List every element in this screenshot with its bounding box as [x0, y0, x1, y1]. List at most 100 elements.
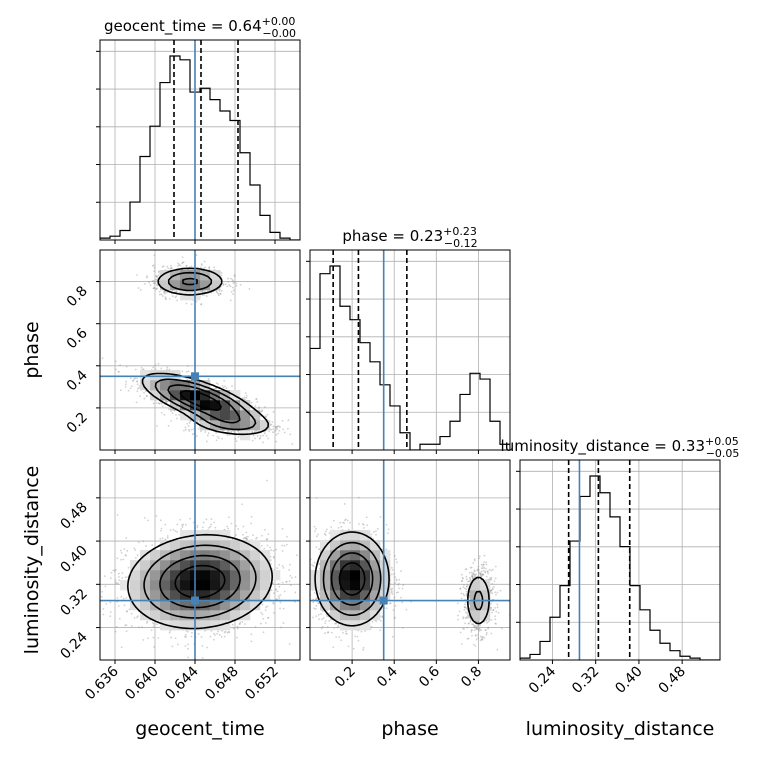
- sample-point: [210, 523, 213, 526]
- sample-point: [266, 413, 269, 416]
- sample-point: [156, 287, 159, 290]
- y-tick-label: 0.8: [64, 283, 91, 310]
- sample-point: [181, 524, 183, 527]
- sample-point: [264, 622, 267, 624]
- density-cell: [200, 380, 211, 391]
- sample-point: [246, 535, 249, 538]
- sample-point: [264, 415, 267, 418]
- density-cell: [240, 400, 251, 411]
- sample-point: [226, 631, 229, 634]
- sample-point: [158, 270, 160, 273]
- sample-point: [133, 617, 136, 619]
- sample-point: [120, 646, 123, 649]
- sample-point: [134, 549, 137, 552]
- sample-point: [281, 581, 284, 584]
- density-cell: [150, 390, 161, 401]
- sample-point: [232, 627, 235, 630]
- sample-point: [175, 290, 178, 293]
- sample-point: [234, 275, 236, 278]
- sample-point: [210, 630, 213, 632]
- sample-point: [119, 389, 122, 392]
- sample-point: [220, 274, 223, 277]
- sample-point: [169, 267, 172, 270]
- sample-point: [125, 554, 128, 557]
- sample-point: [185, 302, 188, 305]
- sample-point: [239, 283, 242, 286]
- sample-point: [170, 266, 173, 269]
- sample-point: [147, 519, 149, 522]
- density-cell: [200, 420, 211, 431]
- sample-point: [252, 434, 255, 437]
- sample-point: [158, 402, 161, 405]
- sample-point: [245, 531, 248, 534]
- sample-point: [250, 401, 253, 404]
- density-cell: [240, 410, 251, 421]
- sample-point: [155, 275, 158, 278]
- sample-point: [283, 590, 286, 593]
- panel-geocent_time-geocent_time: [100, 40, 300, 240]
- sample-point: [259, 436, 262, 439]
- sample-point: [158, 293, 161, 296]
- density-cell: [150, 370, 161, 381]
- density-cell: [160, 280, 171, 291]
- sample-point: [272, 602, 275, 605]
- sample-point: [267, 533, 270, 536]
- sample-point: [153, 279, 155, 282]
- sample-point: [145, 545, 148, 547]
- histogram-step: [100, 55, 300, 240]
- sample-point: [274, 430, 276, 433]
- sample-point: [222, 284, 225, 287]
- sample-point: [167, 408, 170, 411]
- sample-point: [204, 266, 207, 269]
- sample-point: [276, 567, 279, 569]
- sample-point: [165, 400, 168, 403]
- sample-point: [208, 267, 210, 269]
- sample-point: [175, 295, 178, 298]
- sample-point: [294, 576, 297, 579]
- sample-point: [259, 434, 262, 437]
- sample-point: [195, 435, 198, 437]
- sample-point: [130, 385, 133, 388]
- density-cell: [230, 400, 241, 411]
- sample-point: [186, 422, 189, 425]
- sample-point: [258, 406, 260, 409]
- sample-point: [185, 264, 188, 267]
- sample-point: [294, 591, 297, 594]
- sample-point: [158, 290, 161, 293]
- sample-point: [168, 631, 171, 634]
- sample-point: [235, 282, 238, 285]
- sample-point: [260, 622, 262, 625]
- sample-point: [161, 295, 164, 297]
- sample-point: [181, 262, 183, 265]
- sample-point: [186, 630, 189, 633]
- density-cell: [200, 400, 211, 411]
- sample-point: [219, 292, 222, 295]
- sample-point: [142, 368, 145, 371]
- sample-point: [265, 606, 267, 609]
- sample-point: [245, 396, 248, 399]
- sample-point: [190, 428, 193, 431]
- sample-point: [213, 266, 215, 269]
- sample-point: [277, 425, 280, 428]
- sample-point: [142, 639, 145, 641]
- sample-point: [279, 594, 282, 596]
- sample-point: [200, 266, 202, 269]
- y-tick-label: 0.2: [64, 409, 91, 436]
- sample-point: [288, 643, 291, 645]
- sample-point: [115, 368, 117, 371]
- sample-point: [160, 411, 163, 414]
- sample-point: [226, 433, 229, 436]
- sample-point: [114, 630, 117, 633]
- sample-point: [164, 296, 167, 299]
- sample-point: [227, 277, 229, 280]
- sample-point: [175, 417, 178, 420]
- sample-point: [145, 621, 148, 624]
- sample-point: [166, 368, 168, 371]
- sample-point: [260, 410, 263, 413]
- panel-luminosity_distance-geocent_time: [100, 460, 300, 660]
- sample-point: [279, 426, 281, 429]
- density-cell: [210, 270, 221, 281]
- sample-point: [221, 384, 224, 387]
- sample-point: [133, 377, 136, 380]
- sample-point: [215, 439, 218, 442]
